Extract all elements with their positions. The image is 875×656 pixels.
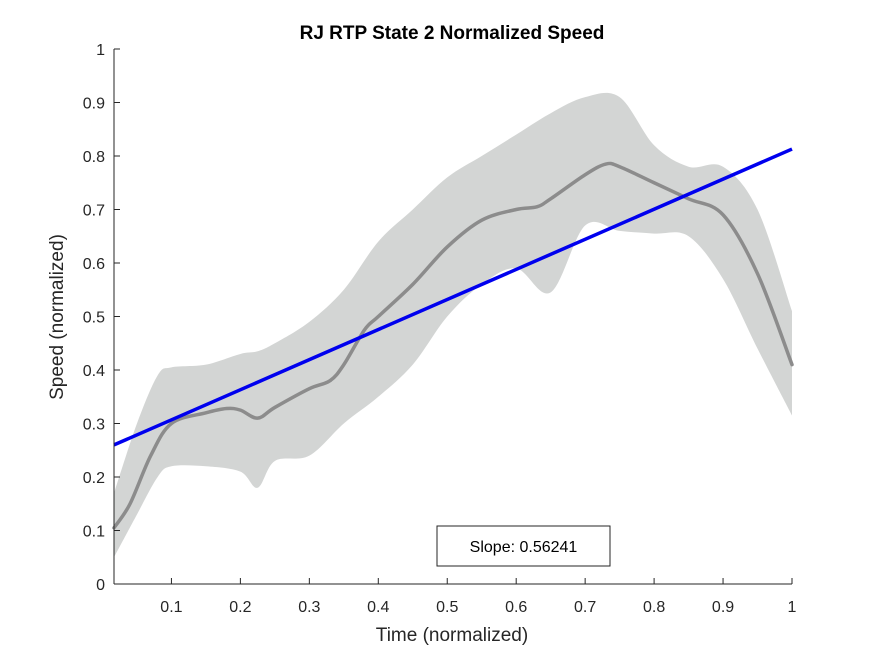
mean-speed-line <box>112 161 794 530</box>
linear-fit-line <box>113 147 793 447</box>
y-tick-label: 0.1 <box>83 524 105 541</box>
y-tick-label: 0.4 <box>83 363 105 380</box>
annotation-text: Slope: 0.56241 <box>470 539 578 556</box>
x-tick-label: 0.5 <box>436 599 458 616</box>
axes: 0.1 0.2 0.3 0.4 0.5 0.6 0.7 0.8 0.9 1 0 0.1 0.2 0.3 0.… <box>83 42 797 616</box>
y-tick-label: 0 <box>96 577 105 594</box>
chart-title: RJ RTP State 2 Normalized Speed <box>300 23 605 44</box>
x-tick-label: 0.3 <box>298 599 320 616</box>
std-band <box>114 92 792 558</box>
y-tick-label: 0.2 <box>83 470 105 487</box>
x-tick-label: 0.6 <box>505 599 527 616</box>
slope-annotation: Slope: 0.56241 <box>436 525 611 567</box>
x-tick-label: 0.9 <box>712 599 734 616</box>
annotation-box <box>436 525 611 567</box>
x-tick-label: 0.8 <box>643 599 665 616</box>
x-tick-label: 0.2 <box>229 599 251 616</box>
y-tick-label: 0.7 <box>83 203 105 220</box>
y-tick-label: 0.3 <box>83 417 105 434</box>
x-tick-label: 0.1 <box>160 599 182 616</box>
y-axis-label: Speed (normalized) <box>47 234 68 400</box>
y-tick-label: 0.6 <box>83 256 105 273</box>
y-tick-label: 0.8 <box>83 149 105 166</box>
y-tick-label: 0.5 <box>83 310 105 327</box>
y-tick-label: 1 <box>96 42 105 59</box>
x-tick-label: 1 <box>788 599 797 616</box>
x-axis-label: Time (normalized) <box>376 625 528 646</box>
plot-area <box>112 92 794 558</box>
y-tick-label: 0.9 <box>83 96 105 113</box>
x-tick-label: 0.4 <box>367 599 389 616</box>
x-tick-label: 0.7 <box>574 599 596 616</box>
